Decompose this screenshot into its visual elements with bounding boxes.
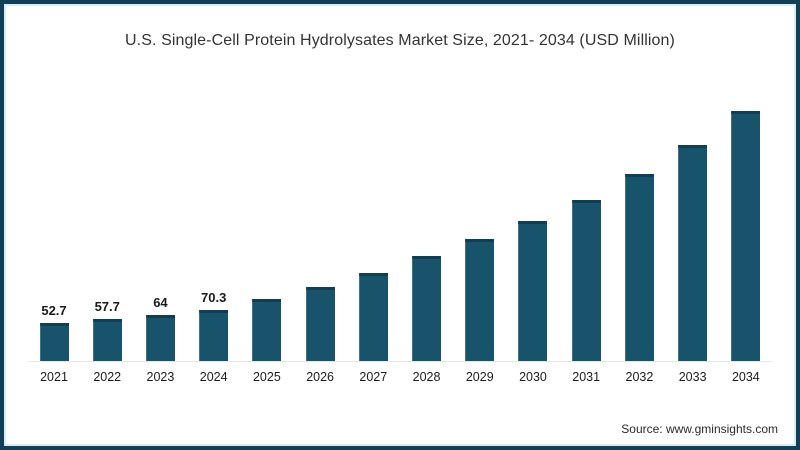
x-tick-label-2028: 2028 xyxy=(412,370,441,384)
bar-value-label: 52.7 xyxy=(41,303,67,318)
bar-column-2025 xyxy=(241,299,293,361)
x-tick-label-2033: 2033 xyxy=(678,370,707,384)
bar-column-2028 xyxy=(401,256,453,361)
bar-2032 xyxy=(624,174,654,361)
bar-2024 xyxy=(199,310,229,361)
bar-value-label: 64 xyxy=(153,295,168,310)
bar-2028 xyxy=(412,256,442,361)
bar-2023 xyxy=(145,315,175,361)
x-tick-label-2024: 2024 xyxy=(199,370,228,384)
bar-2033 xyxy=(678,145,708,361)
bar-column-2024: 70.3 xyxy=(188,290,240,361)
bar-2031 xyxy=(571,200,601,361)
x-tick-label-2026: 2026 xyxy=(306,370,334,384)
chart-title: U.S. Single-Cell Protein Hydrolysates Ma… xyxy=(125,32,675,49)
bar-column-2026 xyxy=(294,287,346,361)
x-tick-label-2021: 2021 xyxy=(40,370,68,384)
bar-column-2021: 52.7 xyxy=(28,303,80,361)
bar-column-2034 xyxy=(720,111,772,361)
bar-column-2022: 57.7 xyxy=(81,299,133,361)
bar-2030 xyxy=(518,221,548,361)
bar-value-label: 70.3 xyxy=(201,290,227,305)
x-tick-label-2027: 2027 xyxy=(359,370,388,384)
x-axis-labels: 2021 2022 2023 2024 2025 2026 2027 2028 2029 2030… xyxy=(28,362,772,384)
bar-column-2030 xyxy=(507,221,559,361)
bar-column-2029 xyxy=(454,239,506,361)
bar-2029 xyxy=(465,239,495,361)
bar-column-2031 xyxy=(560,200,612,361)
x-tick-label-2032: 2032 xyxy=(625,370,654,384)
bar-2021 xyxy=(39,323,69,361)
bar-column-2033 xyxy=(667,145,719,361)
x-tick-label-2025: 2025 xyxy=(252,370,281,384)
bar-2027 xyxy=(358,273,388,361)
x-tick-label-2030: 2030 xyxy=(519,370,547,384)
bar-2025 xyxy=(252,299,282,361)
x-tick-label-2023: 2023 xyxy=(146,370,175,384)
x-tick-label-2022: 2022 xyxy=(93,370,122,384)
bar-2034 xyxy=(731,111,761,361)
x-tick-label-2034: 2034 xyxy=(731,370,760,384)
bar-2026 xyxy=(305,287,335,361)
bar-column-2023: 64 xyxy=(134,295,186,361)
x-tick-label-2029: 2029 xyxy=(465,370,494,384)
bar-value-label: 57.7 xyxy=(94,299,120,314)
source-note: Source: www.gminsights.com xyxy=(621,422,778,436)
x-tick-label-2031: 2031 xyxy=(572,370,601,384)
bar-column-2032 xyxy=(613,174,665,361)
bar-chart-plot: 52.7 57.7 64 70.3 xyxy=(28,58,772,362)
bar-2022 xyxy=(92,319,122,361)
bar-column-2027 xyxy=(347,273,399,361)
